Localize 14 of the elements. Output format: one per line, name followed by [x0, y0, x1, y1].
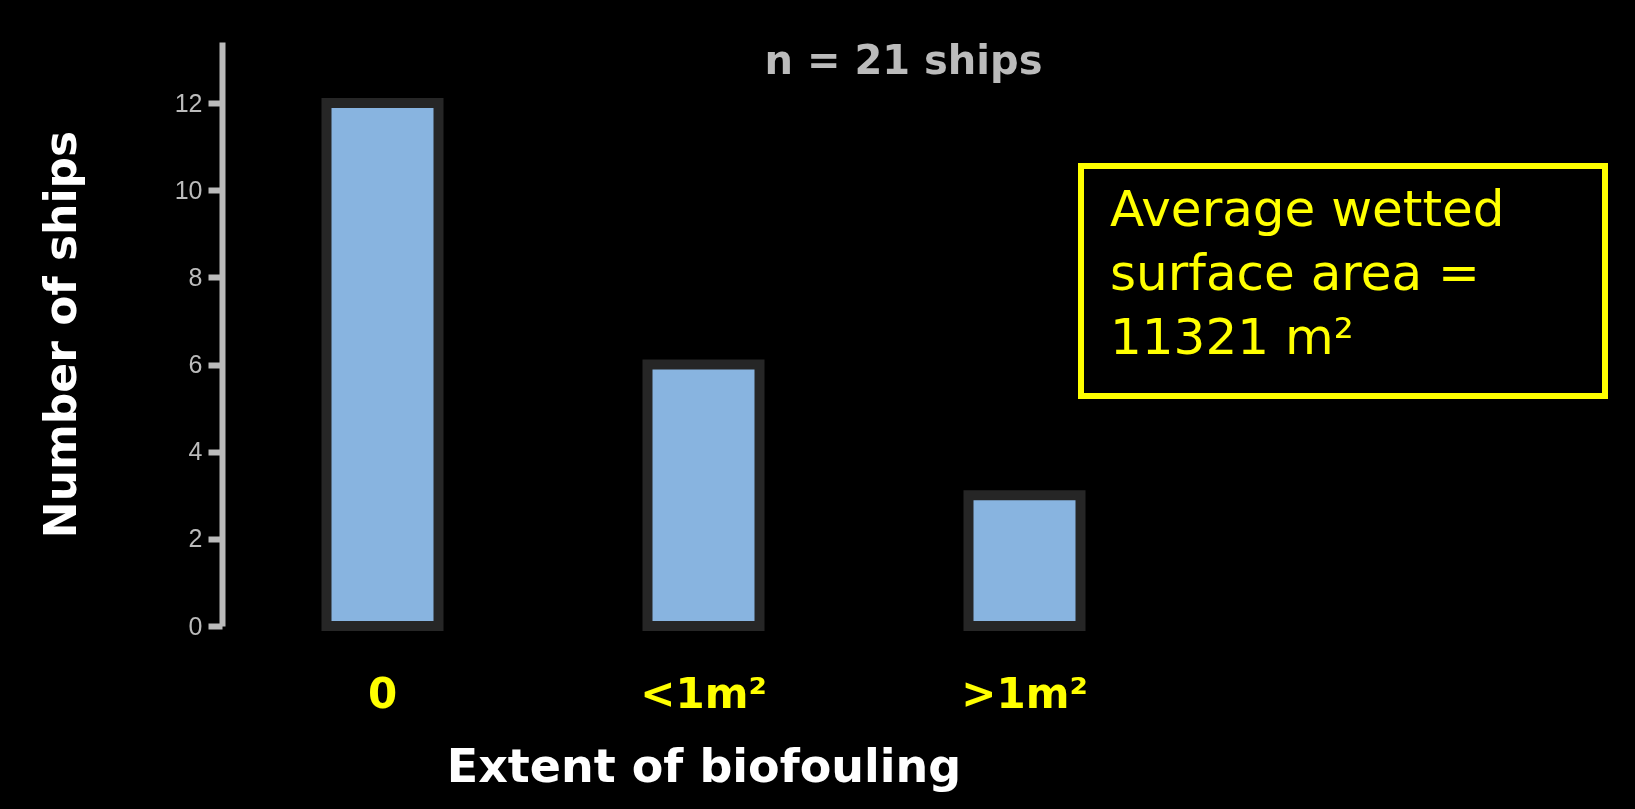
y-axis-title: Number of ships	[34, 130, 86, 539]
y-tick-label: 4	[188, 437, 203, 466]
y-tick-label: 2	[188, 524, 203, 553]
y-tick-label: 8	[188, 262, 203, 291]
x-tick-label: 0	[367, 668, 398, 718]
y-tick-label: 0	[188, 611, 203, 640]
y-tick-label: 6	[188, 350, 203, 379]
x-axis-title: Extent of biofouling	[446, 738, 962, 793]
y-tick-label: 12	[174, 88, 203, 117]
chart-title: n = 21 ships	[764, 37, 1043, 83]
y-tick-label: 10	[174, 175, 203, 204]
x-tick-label: <1m²	[640, 668, 767, 718]
x-tick-label: >1m²	[961, 668, 1088, 718]
annotation: Average wetted surface area = 11321 m²	[1078, 163, 1608, 399]
